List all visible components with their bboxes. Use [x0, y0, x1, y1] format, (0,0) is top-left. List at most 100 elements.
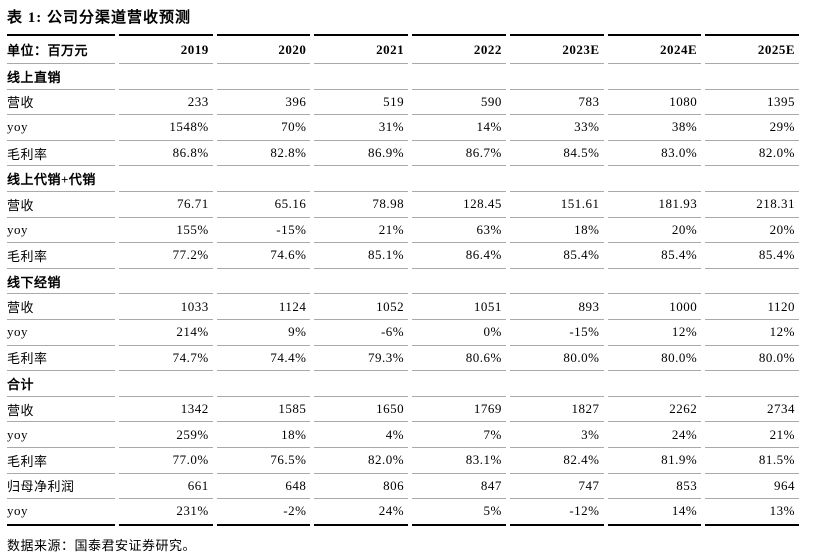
cell-value: 80.0% [607, 346, 702, 372]
cell-value: 38% [607, 115, 702, 141]
table-row: 毛利率 77.2% 74.6% 85.1% 86.4% 85.4% 85.4% 85.4% [7, 243, 799, 269]
cell-value: 81.5% [705, 448, 799, 474]
cell-value: 9% [216, 320, 311, 346]
unit-column-header: 单位：百万元 [7, 34, 115, 64]
year-column-header: 2022 [412, 34, 506, 64]
section-empty-cell [119, 64, 213, 90]
cell-value: 70% [216, 115, 311, 141]
cell-value: 21% [314, 218, 409, 244]
cell-value: 128.45 [412, 192, 506, 218]
cell-value: 1051 [412, 294, 506, 320]
row-label: 营收 [7, 90, 115, 116]
cell-value: 74.4% [216, 346, 311, 372]
section-empty-cell [509, 269, 604, 295]
cell-value: 1052 [314, 294, 409, 320]
cell-value: 181.93 [607, 192, 702, 218]
row-label: yoy [7, 218, 115, 244]
year-column-header: 2019 [119, 34, 213, 64]
cell-value: 21% [705, 422, 799, 448]
cell-value: 519 [314, 90, 409, 116]
table-row: 营收 1033 1124 1052 1051 893 1000 1120 [7, 294, 799, 320]
cell-value: 83.1% [412, 448, 506, 474]
cell-value: 81.9% [607, 448, 702, 474]
cell-value: 86.7% [412, 141, 506, 167]
section-empty-cell [119, 371, 213, 397]
section-empty-cell [314, 64, 409, 90]
section-name: 线下经销 [7, 269, 115, 295]
cell-value: 1000 [607, 294, 702, 320]
section-empty-cell [705, 64, 799, 90]
cell-value: 82.0% [705, 141, 799, 167]
cell-value: 86.9% [314, 141, 409, 167]
cell-value: 648 [216, 474, 311, 500]
cell-value: 5% [412, 499, 506, 526]
cell-value: 590 [412, 90, 506, 116]
section-empty-cell [412, 371, 506, 397]
cell-value: 77.0% [119, 448, 213, 474]
cell-value: 85.4% [705, 243, 799, 269]
cell-value: 20% [607, 218, 702, 244]
table-row: 毛利率 77.0% 76.5% 82.0% 83.1% 82.4% 81.9% 81.5% [7, 448, 799, 474]
row-label: 营收 [7, 192, 115, 218]
cell-value: 747 [509, 474, 604, 500]
cell-value: 1769 [412, 397, 506, 423]
year-column-header: 2021 [314, 34, 409, 64]
cell-value: 84.5% [509, 141, 604, 167]
section-header-row: 线上直销 [7, 64, 799, 90]
section-empty-cell [509, 371, 604, 397]
cell-value: 1395 [705, 90, 799, 116]
cell-value: 65.16 [216, 192, 311, 218]
table-title: 表 1: 公司分渠道营收预测 [7, 10, 191, 26]
section-empty-cell [607, 269, 702, 295]
cell-value: 12% [607, 320, 702, 346]
cell-value: 80.0% [509, 346, 604, 372]
cell-value: 12% [705, 320, 799, 346]
section-empty-cell [607, 64, 702, 90]
cell-value: 13% [705, 499, 799, 526]
section-empty-cell [314, 269, 409, 295]
cell-value: 63% [412, 218, 506, 244]
row-label: yoy [7, 499, 115, 526]
table-row: yoy 231% -2% 24% 5% -12% 14% 13% [7, 499, 799, 526]
cell-value: 24% [314, 499, 409, 526]
revenue-forecast-table: 单位：百万元 2019 2020 2021 2022 2023E 2024E 2025E 线… [3, 34, 803, 526]
section-empty-cell [412, 64, 506, 90]
table-row: yoy 214% 9% -6% 0% -15% 12% 12% [7, 320, 799, 346]
cell-value: 78.98 [314, 192, 409, 218]
cell-value: -12% [509, 499, 604, 526]
cell-value: 853 [607, 474, 702, 500]
section-empty-cell [314, 371, 409, 397]
row-label: 营收 [7, 294, 115, 320]
cell-value: 76.71 [119, 192, 213, 218]
section-empty-cell [216, 166, 311, 192]
cell-value: 29% [705, 115, 799, 141]
cell-value: 14% [607, 499, 702, 526]
cell-value: 964 [705, 474, 799, 500]
cell-value: 82.0% [314, 448, 409, 474]
cell-value: 661 [119, 474, 213, 500]
cell-value: 86.4% [412, 243, 506, 269]
row-label: yoy [7, 320, 115, 346]
row-label: 营收 [7, 397, 115, 423]
cell-value: 31% [314, 115, 409, 141]
section-empty-cell [705, 371, 799, 397]
cell-value: 1342 [119, 397, 213, 423]
section-empty-cell [509, 64, 604, 90]
cell-value: 85.4% [607, 243, 702, 269]
cell-value: 233 [119, 90, 213, 116]
cell-value: 1124 [216, 294, 311, 320]
year-column-header: 2020 [216, 34, 311, 64]
cell-value: 151.61 [509, 192, 604, 218]
cell-value: 847 [412, 474, 506, 500]
cell-value: 82.4% [509, 448, 604, 474]
section-empty-cell [607, 371, 702, 397]
section-empty-cell [119, 269, 213, 295]
cell-value: 18% [509, 218, 604, 244]
cell-value: 1080 [607, 90, 702, 116]
section-empty-cell [119, 166, 213, 192]
cell-value: 3% [509, 422, 604, 448]
row-label: 毛利率 [7, 141, 115, 167]
cell-value: -15% [216, 218, 311, 244]
cell-value: 0% [412, 320, 506, 346]
